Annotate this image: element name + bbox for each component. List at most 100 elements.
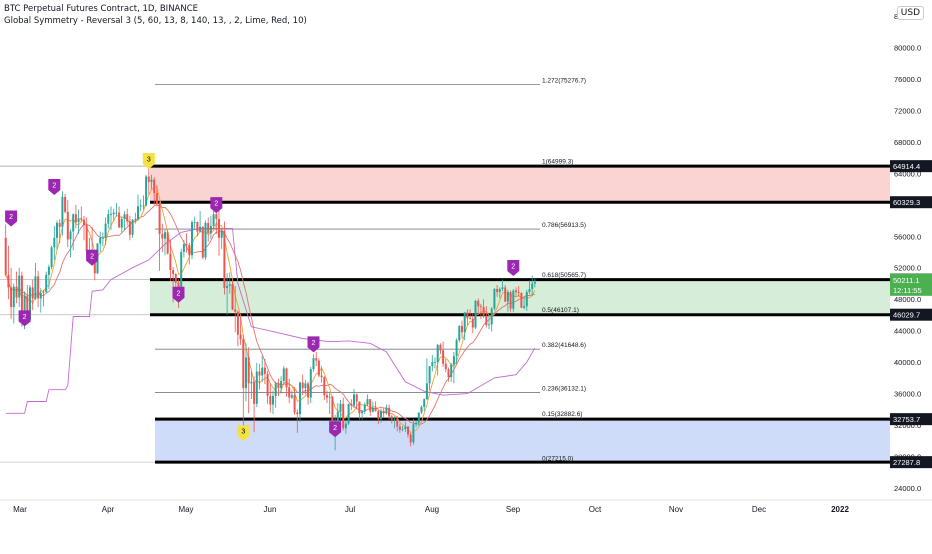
candle-body — [253, 381, 256, 404]
candle-body — [396, 418, 399, 427]
candle-body — [139, 205, 142, 207]
candle-body — [458, 325, 461, 341]
reversal-marker-label: 3 — [147, 157, 151, 164]
candle-body — [4, 237, 7, 275]
candle-body — [236, 311, 239, 335]
reversal-marker-label: 2 — [90, 253, 94, 260]
reversal-marker-label: 2 — [333, 425, 337, 432]
candle-body — [77, 218, 80, 223]
candle-body — [155, 193, 158, 205]
candle-body — [61, 196, 64, 227]
candle-body — [442, 350, 445, 364]
candle-body — [174, 274, 177, 283]
fib-label: 0.5(46107.1) — [542, 307, 579, 314]
candle-body — [296, 412, 299, 415]
candle-body — [209, 226, 212, 234]
candle-body — [525, 292, 528, 307]
candle-body — [461, 325, 463, 333]
candle-body — [34, 276, 37, 299]
candle-body — [315, 358, 318, 361]
candle-body — [53, 237, 56, 248]
price-axis-badge-label: 64914.4 — [893, 162, 920, 171]
candle-body — [201, 226, 204, 258]
candle-body — [158, 204, 161, 234]
fib-label: 0.786(56913.5) — [542, 222, 586, 229]
fib-label: 0.15(32882.6) — [542, 411, 582, 418]
reversal-marker-label: 3 — [241, 429, 245, 436]
reversal-marker-label: 2 — [214, 201, 218, 208]
candle-body — [280, 381, 283, 389]
candle-body — [126, 214, 129, 222]
candle-body — [355, 394, 358, 402]
reversal-marker-shape — [86, 249, 99, 266]
candle-body — [350, 403, 353, 406]
reversal-marker-shape — [5, 210, 18, 227]
candle-body — [347, 403, 350, 424]
candle-body — [533, 281, 536, 284]
candle-body — [382, 410, 385, 414]
candle-body — [436, 344, 439, 363]
price-axis-tick: 64000.0 — [894, 169, 921, 178]
fib-label: 0.382(41648.6) — [542, 342, 586, 349]
candle-body — [301, 382, 304, 389]
reversal-marker-shape — [210, 197, 223, 214]
candle-body — [455, 340, 458, 356]
candle-body — [93, 261, 96, 274]
reversal-marker-shape — [237, 425, 250, 442]
candle-body — [266, 373, 269, 396]
candle-body — [258, 371, 261, 376]
reversal-marker: 2 — [507, 260, 520, 277]
candle-body — [339, 403, 342, 412]
reversal-marker-shape — [507, 260, 520, 277]
reversal-marker: 2 — [48, 179, 61, 195]
candle-body — [293, 395, 296, 413]
candle-body — [7, 274, 10, 288]
candle-body — [509, 292, 512, 309]
candle-body — [407, 426, 409, 435]
candle-body — [56, 222, 58, 238]
reversal-marker: 3 — [142, 153, 155, 170]
candle-body — [366, 399, 369, 405]
reversal-marker-label: 2 — [9, 214, 13, 221]
candle-body — [182, 244, 185, 252]
fib-label: 0.618(50565.7) — [542, 272, 586, 279]
candle-body — [80, 218, 83, 220]
candle-body — [434, 362, 436, 363]
price-axis-tick: 44000.0 — [894, 327, 921, 336]
fib-label: 0.236(36132.1) — [542, 386, 586, 393]
candle-body — [304, 383, 307, 389]
candle-body — [120, 218, 123, 228]
symbol-title[interactable]: BTC Perpetual Futures Contract, 1D, BINA… — [4, 4, 199, 14]
ma-slow-line — [5, 204, 535, 425]
reversal-marker-shape — [18, 310, 31, 327]
candle-body — [45, 274, 48, 293]
candle-body — [269, 395, 272, 405]
currency-badge[interactable]: USD — [896, 6, 924, 20]
candle-body — [388, 407, 391, 417]
time-axis-tick: Dec — [752, 505, 766, 514]
candle-body — [401, 429, 404, 430]
candle-body — [128, 221, 131, 235]
candle-body — [369, 399, 372, 412]
candle-body — [479, 306, 482, 308]
price-axis-tick: 24000.0 — [894, 484, 921, 493]
candle-body — [320, 375, 323, 378]
candle-body — [412, 424, 415, 443]
candle-body — [506, 292, 509, 302]
time-axis-tick: Oct — [589, 505, 602, 514]
indicator-title[interactable]: Global Symmetry - Reversal 3 (5, 60, 13,… — [4, 16, 307, 26]
candle-body — [277, 383, 280, 389]
candle-body — [398, 426, 401, 430]
reversal-marker: 2 — [210, 197, 223, 214]
candle-body — [212, 214, 215, 227]
candle-body — [218, 218, 220, 238]
candle-body — [228, 284, 231, 286]
candle-body — [288, 387, 291, 398]
price-axis-badge — [890, 160, 932, 173]
reversal-marker: 2 — [5, 210, 18, 227]
candle-body — [477, 300, 480, 307]
candle-body — [207, 222, 210, 234]
candle-body — [10, 287, 13, 308]
candle-body — [493, 288, 496, 309]
